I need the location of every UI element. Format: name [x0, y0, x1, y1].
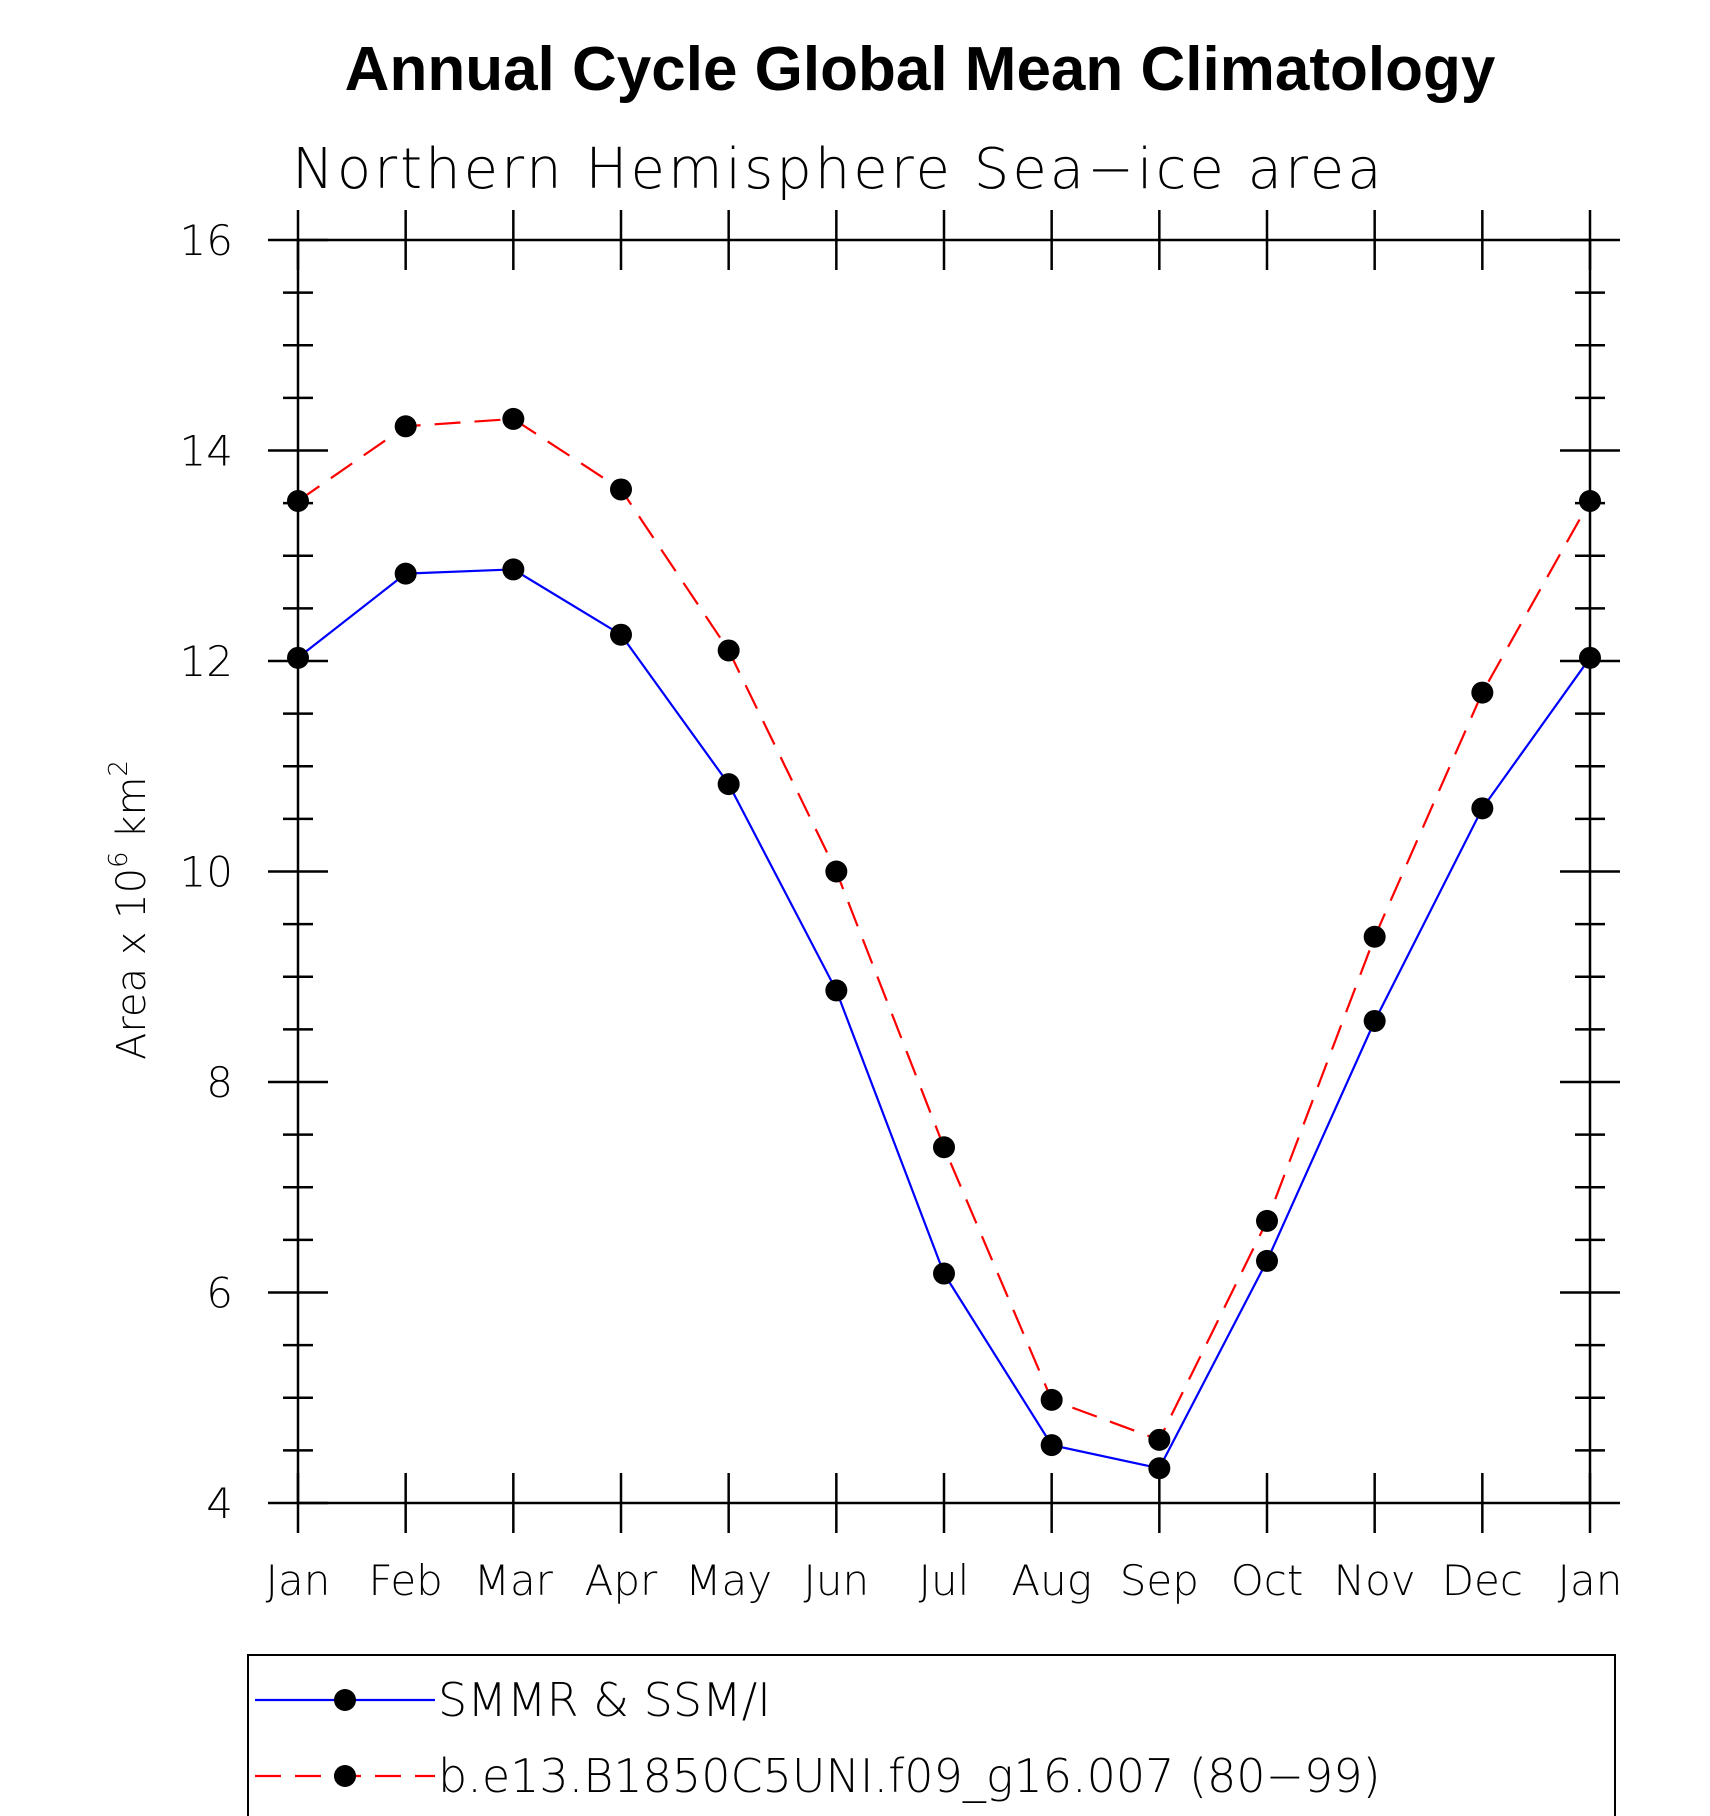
series-1-point [610, 478, 632, 501]
x-tick-label: Jan [1558, 1556, 1623, 1605]
series-line-0 [297, 568, 1591, 1470]
series-0-point [717, 773, 740, 796]
series-line-1 [297, 417, 1591, 1442]
x-tick-label: Apr [585, 1556, 658, 1605]
plot-axes [268, 210, 1620, 1533]
y-tick-labels: 4 6 8 10 12 14 16 [180, 216, 233, 1528]
x-tick-label: Sep [1120, 1556, 1199, 1605]
legend-entry-smmr: SMMR & SSM/I [255, 1673, 771, 1727]
series-0-point [502, 558, 525, 581]
series-0-point [933, 1262, 955, 1285]
series-0-point [1148, 1457, 1171, 1480]
x-tick-label: Oct [1231, 1556, 1304, 1605]
series-0-point [1256, 1249, 1278, 1272]
series-1-point [1148, 1428, 1171, 1451]
series-0-point [287, 646, 309, 669]
x-tick-label: Feb [368, 1556, 442, 1605]
series-1-point [1471, 681, 1494, 704]
y-tick-label: 6 [206, 1269, 233, 1318]
x-tick-label: Jun [804, 1556, 870, 1605]
x-tick-label: Jan [266, 1556, 331, 1605]
series-0-point [610, 623, 632, 646]
series-lines [297, 417, 1591, 1470]
y-tick-label: 14 [180, 427, 233, 476]
y-tick-label: 12 [180, 637, 233, 686]
x-tick-label: Aug [1011, 1556, 1092, 1605]
legend-label-model: b.e13.B1850C5UNI.f09_g16.007 (80−99) [438, 1749, 1381, 1803]
series-points [287, 407, 1601, 1480]
x-tick-label: Jul [919, 1556, 970, 1605]
plot-frame [296, 238, 1592, 1505]
legend: SMMR & SSM/I b.e13.B1850C5UNI.f09_g16.00… [247, 1654, 1616, 1816]
y-tick-label: 10 [180, 848, 233, 897]
y-tick-label: 16 [180, 216, 233, 265]
x-tick-label: Dec [1442, 1556, 1523, 1605]
series-1-point [394, 415, 417, 438]
series-1-point [825, 860, 848, 883]
legend-swatch-marker-model [334, 1765, 356, 1787]
y-axis-label: Area x 106 km2 [104, 760, 155, 1060]
series-1-point [1256, 1209, 1278, 1232]
legend-swatch-marker-smmr [334, 1689, 356, 1711]
series-0-point [1363, 1009, 1386, 1032]
x-tick-label: Mar [474, 1556, 554, 1605]
y-tick-label: 8 [206, 1058, 233, 1107]
series-0-point [1471, 797, 1494, 820]
legend-entry-model: b.e13.B1850C5UNI.f09_g16.007 (80−99) [255, 1749, 1381, 1803]
series-0-point [825, 979, 848, 1002]
series-1-point [1363, 925, 1386, 948]
series-1-point [287, 490, 309, 513]
series-1-point [1579, 490, 1601, 513]
series-1-point [717, 639, 740, 662]
series-1-point [933, 1136, 955, 1159]
x-tick-label: Nov [1334, 1556, 1416, 1605]
series-0-point [394, 562, 417, 585]
y-tick-label: 4 [206, 1479, 233, 1528]
series-1-point [502, 407, 525, 430]
legend-label-smmr: SMMR & SSM/I [438, 1673, 771, 1727]
legend-box [247, 1654, 1616, 1816]
x-tick-label: May [685, 1556, 772, 1605]
series-0-point [1579, 646, 1601, 669]
series-1-point [1040, 1388, 1063, 1411]
chart-subtitle: Northern Hemisphere Sea−ice area [292, 137, 1385, 202]
x-tick-labels: Jan Feb Mar Apr May Jun Jul Aug Sep Oct Nov Dec Jan [266, 1556, 1623, 1605]
chart-title: Annual Cycle Global Mean Climatology [345, 35, 1496, 104]
series-0-point [1040, 1434, 1063, 1457]
